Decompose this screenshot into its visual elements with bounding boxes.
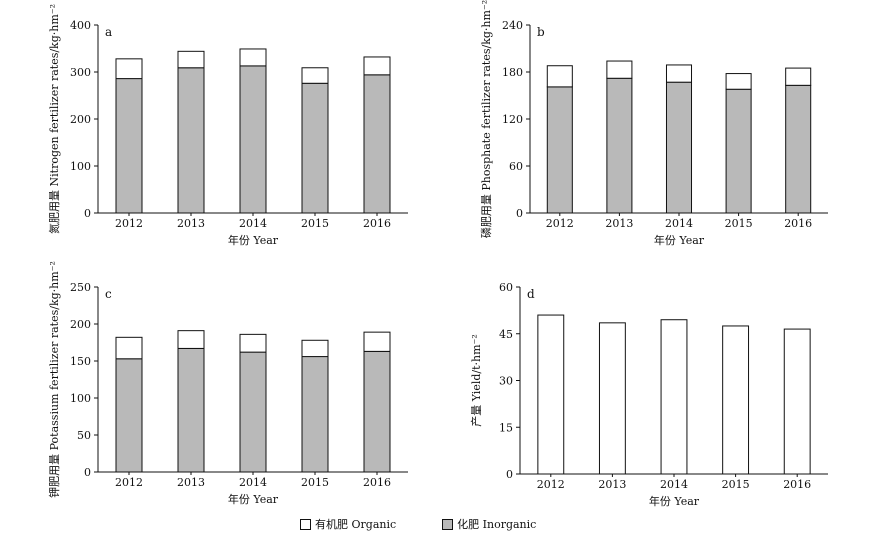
- x-tick-label: 2012: [546, 217, 574, 230]
- bar-organic: [725, 73, 752, 90]
- bar-organic: [546, 65, 573, 88]
- bar-inorganic: [725, 88, 752, 214]
- y-tick-label: 0: [84, 466, 91, 479]
- x-tick-label: 2016: [363, 217, 391, 230]
- y-tick-label: 300: [70, 66, 91, 79]
- y-tick-label: 200: [70, 318, 91, 331]
- x-tick-label: 2013: [177, 217, 205, 230]
- bar-inorganic: [785, 84, 812, 214]
- y-tick-label: 0: [516, 207, 523, 220]
- y-axis-title: 产量 Yield/t·hm⁻²: [469, 334, 483, 427]
- y-tick-label: 400: [70, 19, 91, 32]
- bar-inorganic: [239, 351, 267, 473]
- bar-inorganic: [177, 67, 205, 214]
- x-tick-label: 2013: [605, 217, 633, 230]
- x-tick-label: 2016: [363, 476, 391, 489]
- y-tick-label: 45: [499, 328, 513, 341]
- x-tick-label: 2014: [239, 476, 267, 489]
- bar-inorganic: [115, 78, 143, 214]
- y-tick-label: 15: [499, 421, 513, 434]
- bar-organic: [363, 331, 391, 352]
- y-tick-label: 0: [506, 468, 513, 481]
- x-tick-label: 2015: [301, 217, 329, 230]
- legend: 有机肥 Organic 化肥 Inorganic: [300, 514, 582, 534]
- y-tick-label: 180: [502, 66, 523, 79]
- bar-organic: [785, 67, 812, 86]
- bar-yield: [598, 322, 626, 475]
- y-tick-label: 250: [70, 281, 91, 294]
- y-tick-label: 60: [499, 281, 513, 294]
- bar-inorganic: [301, 82, 329, 214]
- y-tick-label: 240: [502, 19, 523, 32]
- bar-organic: [177, 330, 205, 349]
- y-tick-label: 30: [499, 375, 513, 388]
- y-tick-label: 60: [509, 160, 523, 173]
- x-tick-label: 2014: [239, 217, 267, 230]
- bar-inorganic: [363, 350, 391, 473]
- x-tick-label: 2016: [784, 217, 812, 230]
- panel-letter: c: [105, 287, 112, 301]
- x-tick-label: 2012: [115, 476, 143, 489]
- x-tick-label: 2015: [301, 476, 329, 489]
- x-tick-label: 2013: [177, 476, 205, 489]
- bar-inorganic: [665, 81, 693, 214]
- bar-yield: [537, 314, 565, 475]
- y-tick-label: 150: [70, 355, 91, 368]
- bar-yield: [783, 328, 811, 475]
- x-tick-label: 2016: [783, 478, 811, 491]
- x-tick-label: 2012: [115, 217, 143, 230]
- bar-inorganic: [301, 356, 329, 473]
- bar-inorganic: [606, 77, 633, 214]
- y-tick-label: 100: [70, 160, 91, 173]
- bar-organic: [301, 339, 329, 358]
- bar-inorganic: [177, 347, 205, 473]
- y-tick-label: 100: [70, 392, 91, 405]
- panel-letter: d: [527, 287, 535, 301]
- x-tick-label: 2014: [665, 217, 693, 230]
- x-axis-title: 年份 Year: [228, 492, 279, 506]
- y-tick-label: 200: [70, 113, 91, 126]
- legend-item-inorganic: 化肥 Inorganic: [442, 516, 536, 532]
- y-tick-label: 50: [77, 429, 91, 442]
- y-tick-label: 120: [502, 113, 523, 126]
- x-tick-label: 2012: [537, 478, 565, 491]
- bar-organic: [239, 333, 267, 353]
- bar-organic: [115, 58, 143, 80]
- bar-organic: [363, 56, 391, 76]
- bar-yield: [722, 325, 750, 475]
- bar-organic: [115, 336, 143, 360]
- panel-letter: a: [105, 25, 112, 39]
- bar-organic: [177, 50, 205, 69]
- bar-organic: [301, 67, 329, 84]
- legend-label-inorganic: 化肥 Inorganic: [457, 518, 537, 531]
- legend-label-organic: 有机肥 Organic: [315, 518, 397, 531]
- y-axis-title: 氮肥用量 Nitrogen fertilizer rates/kg·hm⁻²: [47, 4, 61, 234]
- bar-organic: [606, 60, 633, 79]
- bar-inorganic: [115, 358, 143, 473]
- y-axis-title: 磷肥用量 Phosphate fertilizer rates/kg·hm⁻²: [480, 0, 493, 238]
- x-tick-label: 2015: [725, 217, 753, 230]
- x-tick-label: 2014: [660, 478, 688, 491]
- x-axis-title: 年份 Year: [228, 233, 279, 247]
- legend-swatch-organic: [300, 518, 311, 530]
- x-tick-label: 2015: [722, 478, 750, 491]
- bar-organic: [239, 48, 267, 67]
- legend-swatch-inorganic: [442, 518, 454, 530]
- bar-inorganic: [363, 74, 391, 214]
- x-axis-title: 年份 Year: [649, 494, 700, 508]
- panel-letter: b: [537, 25, 545, 39]
- bar-yield: [660, 319, 688, 475]
- x-axis-title: 年份 Year: [654, 233, 705, 247]
- x-tick-label: 2013: [598, 478, 626, 491]
- bar-inorganic: [546, 86, 573, 214]
- y-tick-label: 0: [84, 207, 91, 220]
- legend-item-organic: 有机肥 Organic: [300, 516, 396, 532]
- bar-organic: [665, 64, 693, 83]
- bar-inorganic: [239, 65, 267, 214]
- y-axis-title: 钾肥用量 Potassium fertilizer rates/kg·hm⁻²: [47, 261, 61, 498]
